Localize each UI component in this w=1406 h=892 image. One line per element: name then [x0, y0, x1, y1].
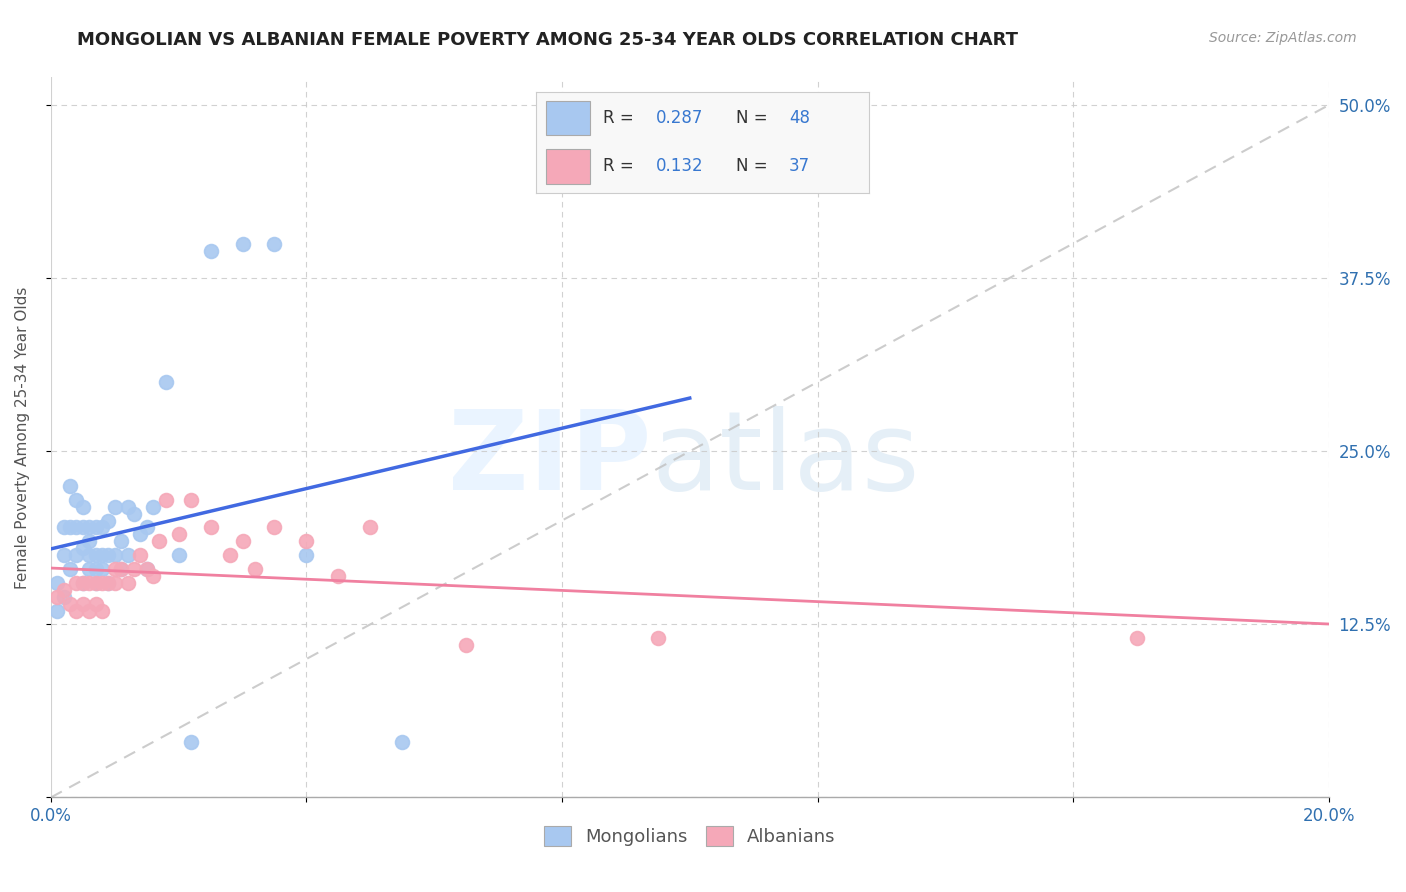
Point [77, 562, 100, 576]
Point [77, 520, 100, 534]
Point [328, 569, 350, 583]
Point [391, 735, 413, 749]
Point [456, 638, 478, 652]
Point [110, 562, 132, 576]
Point [65, 575, 87, 590]
Text: MONGOLIAN VS ALBANIAN FEMALE POVERTY AMONG 25-34 YEAR OLDS CORRELATION CHART: MONGOLIAN VS ALBANIAN FEMALE POVERTY AMO… [77, 31, 1018, 49]
Point [263, 520, 285, 534]
Point [1126, 631, 1149, 645]
Point [91, 603, 114, 617]
Point [200, 244, 222, 258]
Point [142, 569, 165, 583]
Point [72, 500, 94, 514]
Point [84, 520, 107, 534]
Point [155, 492, 177, 507]
Point [167, 527, 190, 541]
Point [117, 548, 139, 562]
Point [104, 562, 127, 576]
Point [647, 631, 669, 645]
Point [97, 575, 120, 590]
Point [59, 597, 82, 611]
Point [263, 236, 285, 251]
Point [59, 562, 82, 576]
Text: atlas: atlas [651, 406, 920, 513]
Point [129, 527, 152, 541]
Point [59, 479, 82, 493]
Point [72, 541, 94, 556]
Point [72, 597, 94, 611]
Point [117, 500, 139, 514]
Point [135, 562, 157, 576]
Point [46, 590, 69, 604]
Point [84, 575, 107, 590]
Y-axis label: Female Poverty Among 25-34 Year Olds: Female Poverty Among 25-34 Year Olds [15, 286, 30, 589]
Point [359, 520, 381, 534]
Point [122, 507, 145, 521]
Point [135, 562, 157, 576]
Point [135, 520, 157, 534]
Point [231, 534, 253, 549]
Point [110, 562, 132, 576]
Point [59, 520, 82, 534]
Point [97, 514, 120, 528]
Point [84, 597, 107, 611]
Point [167, 548, 190, 562]
Point [77, 575, 100, 590]
Point [84, 548, 107, 562]
Text: ZIP: ZIP [449, 406, 651, 513]
Point [46, 575, 69, 590]
Point [200, 520, 222, 534]
Point [180, 735, 202, 749]
Legend: Mongolians, Albanians: Mongolians, Albanians [537, 819, 844, 854]
Point [295, 548, 318, 562]
Point [84, 575, 107, 590]
Point [218, 548, 240, 562]
Point [97, 575, 120, 590]
Point [295, 534, 318, 549]
Point [52, 520, 75, 534]
Point [231, 236, 253, 251]
Point [97, 548, 120, 562]
Point [122, 562, 145, 576]
Point [72, 520, 94, 534]
Point [104, 575, 127, 590]
Point [117, 575, 139, 590]
Point [77, 603, 100, 617]
Point [245, 562, 267, 576]
Point [65, 603, 87, 617]
Point [91, 548, 114, 562]
Point [91, 520, 114, 534]
Point [46, 603, 69, 617]
Point [84, 562, 107, 576]
Point [129, 548, 152, 562]
Point [91, 575, 114, 590]
Point [77, 548, 100, 562]
Point [104, 548, 127, 562]
Text: Source: ZipAtlas.com: Source: ZipAtlas.com [1209, 31, 1357, 45]
Point [142, 500, 165, 514]
Point [65, 492, 87, 507]
Point [52, 548, 75, 562]
Point [65, 520, 87, 534]
Point [65, 548, 87, 562]
Point [155, 375, 177, 389]
Point [148, 534, 170, 549]
Point [110, 534, 132, 549]
Point [72, 575, 94, 590]
Point [52, 590, 75, 604]
Point [52, 582, 75, 597]
Point [77, 534, 100, 549]
Point [91, 562, 114, 576]
Point [72, 575, 94, 590]
Point [104, 500, 127, 514]
Point [180, 492, 202, 507]
